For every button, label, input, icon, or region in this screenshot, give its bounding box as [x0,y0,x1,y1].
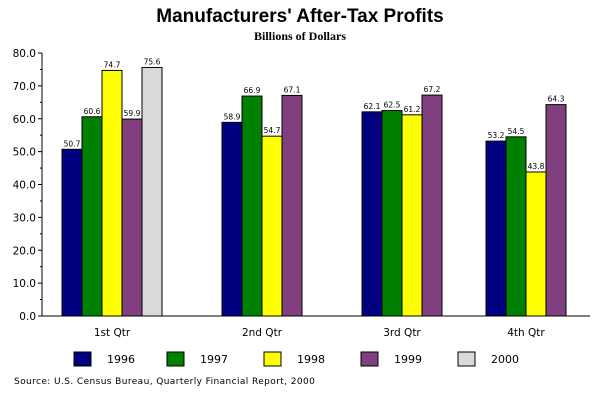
legend-label-1997: 1997 [200,353,228,366]
bar-data-label: 61.2 [404,105,421,114]
bar-1996-4th-qtr [485,140,507,317]
bar-data-label: 43.8 [528,162,545,171]
bar-1998-2nd-qtr [261,135,283,317]
y-tick-label: 80.0 [13,48,36,60]
legend-label-2000: 2000 [491,353,519,366]
bar-data-label: 66.9 [244,86,261,95]
bar-1999-4th-qtr [545,104,567,317]
bar-data-label: 62.1 [364,102,381,111]
legend-swatch-1996 [73,351,92,367]
y-tick-label: 0.0 [19,311,36,323]
chart-subtitle: Billions of Dollars [253,29,346,43]
bar-data-label: 67.2 [424,85,441,94]
y-tick-label: 40.0 [13,180,36,192]
bar-1997-2nd-qtr [241,95,263,317]
bar-1999-1st-qtr [121,118,143,317]
bar-1996-1st-qtr [61,148,83,317]
bar-1996-3rd-qtr [361,111,383,317]
x-category-label: 2nd Qtr [242,327,283,339]
bar-data-label: 62.5 [384,101,401,110]
bar-data-label: 59.9 [124,109,141,118]
bar-1997-3rd-qtr [381,110,403,317]
bar-data-label: 67.1 [284,85,301,94]
bar-data-label: 58.9 [224,112,241,121]
legend-label-1998: 1998 [297,353,325,366]
bar-1997-4th-qtr [505,136,527,317]
legend: 1996 1997 1998 1999 2000 [73,351,519,367]
x-category-label: 4th Qtr [507,327,545,339]
legend-label-1996: 1996 [107,353,135,366]
bar-data-label: 53.2 [488,131,505,140]
bar-data-label: 75.6 [144,57,161,66]
legend-swatch-2000 [457,351,476,367]
bar-data-label: 54.5 [508,127,525,136]
bar-2000-1st-qtr [141,66,163,317]
bar-data-label: 74.7 [104,60,121,69]
y-tick-label: 60.0 [13,114,36,126]
bar-1997-1st-qtr [81,116,103,317]
y-tick-label: 10.0 [13,278,36,290]
bar-data-label: 64.3 [548,95,565,104]
y-tick-label: 50.0 [13,147,36,159]
bars: 50.7 60.6 74.7 59.9 75.6 58.9 66.9 54.7 67.1 62.1… [61,57,567,317]
bar-data-label: 60.6 [84,107,101,116]
x-category-label: 1st Qtr [94,327,131,339]
legend-swatch-1998 [263,351,282,367]
y-tick-label: 70.0 [13,81,36,93]
bar-1999-3rd-qtr [421,94,443,317]
bar-data-label: 50.7 [64,139,81,148]
chart-title: Manufacturers' After-Tax Profits [156,6,444,27]
x-category-label: 3rd Qtr [383,327,421,339]
bar-1998-4th-qtr [525,171,547,317]
legend-label-1999: 1999 [394,353,422,366]
y-tick-label: 30.0 [13,212,36,224]
bar-1996-2nd-qtr [221,121,243,317]
y-tick-label: 20.0 [13,245,36,257]
legend-swatch-1997 [166,351,185,367]
legend-swatch-1999 [360,351,379,367]
source-note: Source: U.S. Census Bureau, Quarterly Fi… [14,377,316,387]
bar-data-label: 54.7 [264,126,281,135]
bar-1998-3rd-qtr [401,114,423,317]
bar-1998-1st-qtr [101,69,123,317]
bar-1999-2nd-qtr [281,94,303,317]
